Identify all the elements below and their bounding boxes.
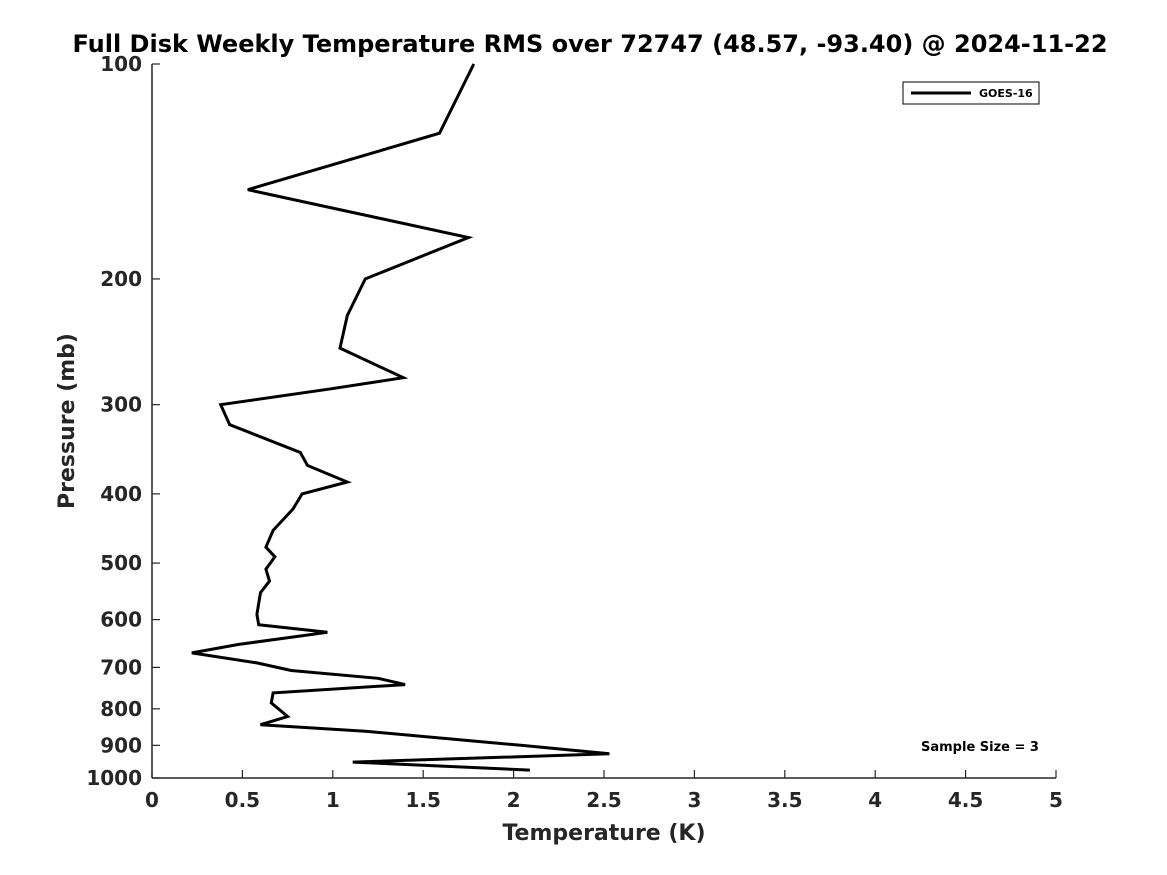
legend: GOES-16 <box>902 81 1040 105</box>
x-tick-label: 0 <box>145 788 159 812</box>
sample-size-annotation: Sample Size = 3 <box>921 740 1039 755</box>
x-tick-label: 2 <box>507 788 521 812</box>
x-tick-label: 4.5 <box>948 788 983 812</box>
x-tick-label: 4 <box>868 788 882 812</box>
y-tick-label: 800 <box>100 697 142 721</box>
legend-label: GOES-16 <box>979 87 1033 100</box>
y-axis-label: Pressure (mb) <box>55 333 80 509</box>
y-ticks: 100 200 300 400 500 600 700 800 900 1000 <box>86 52 160 790</box>
y-tick-label: 600 <box>100 608 142 632</box>
y-tick-label: 900 <box>100 733 142 757</box>
x-tick-label: 1.5 <box>405 788 440 812</box>
y-tick-label: 300 <box>100 393 142 417</box>
x-tick-label: 0.5 <box>225 788 260 812</box>
plot-area: 0 0.5 1 1.5 2 2.5 3 3.5 4 4.5 5 100 200 300 400 500 600… <box>86 52 1063 812</box>
y-tick-label: 500 <box>100 551 142 575</box>
x-tick-label: 3.5 <box>767 788 802 812</box>
x-axis-label: Temperature (K) <box>502 821 705 846</box>
y-tick-label: 100 <box>100 52 142 76</box>
x-tick-label: 5 <box>1049 788 1063 812</box>
x-ticks: 0 0.5 1 1.5 2 2.5 3 3.5 4 4.5 5 <box>145 770 1063 812</box>
x-tick-label: 3 <box>687 788 701 812</box>
y-tick-label: 400 <box>100 482 142 506</box>
series-lines <box>191 63 610 772</box>
y-tick-label: 700 <box>100 655 142 679</box>
y-tick-label: 200 <box>100 267 142 291</box>
y-tick-label: 1000 <box>86 766 142 790</box>
x-tick-label: 1 <box>326 788 340 812</box>
series-line <box>191 63 610 772</box>
x-tick-label: 2.5 <box>586 788 621 812</box>
chart-title: Full Disk Weekly Temperature RMS over 72… <box>72 30 1107 58</box>
